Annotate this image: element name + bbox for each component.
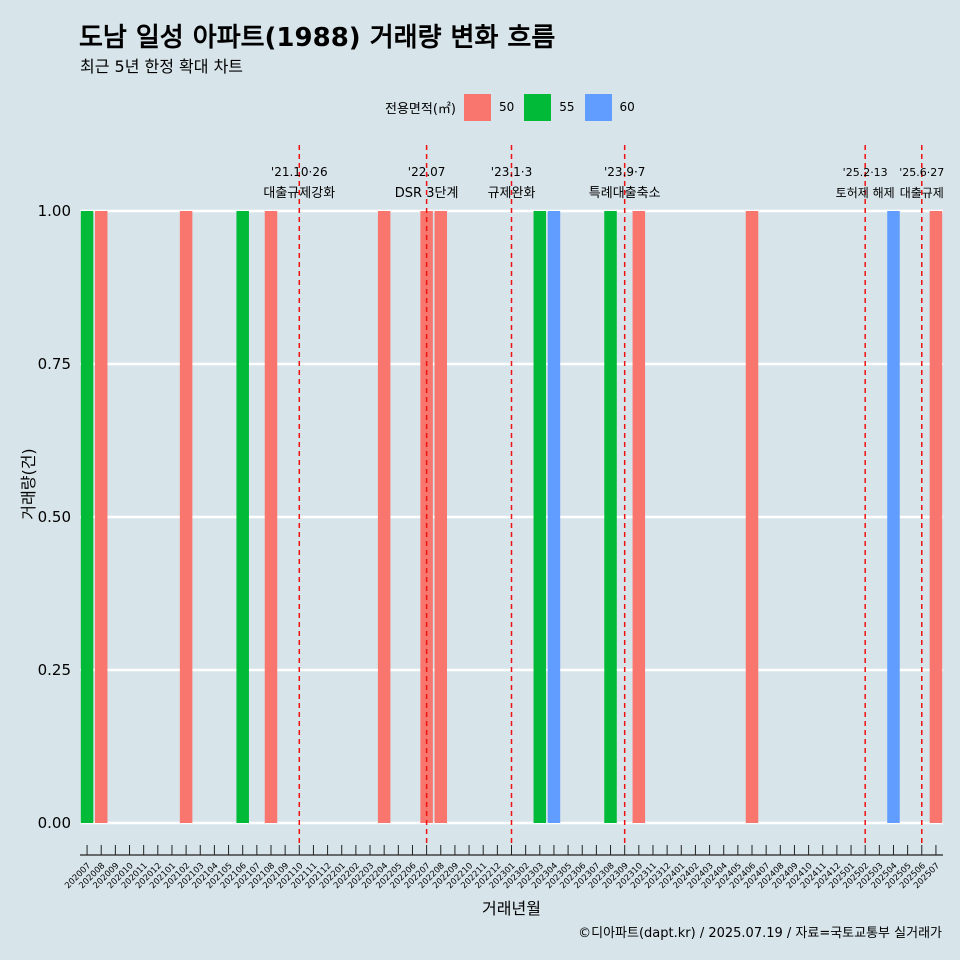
event-label: 토허제 해제 [836,186,895,200]
y-tick-label: 0.75 [38,355,71,373]
legend-label-55: 55 [559,100,575,114]
event-label: 대출규제강화 [263,186,335,201]
legend-swatch-55 [524,93,552,121]
event-label: 특례대출축소 [589,186,661,201]
x-axis-title: 거래년월 [482,899,541,918]
bar-60-202304 [547,211,561,823]
bar-50-202208 [434,211,448,823]
event-date-label: '25.6·27 [899,166,944,179]
bar-55-202303 [533,211,547,823]
y-tick-label: 1.00 [38,202,71,220]
source-caption: ©디아파트(dapt.kr) / 2025.07.19 / 자료=국토교통부 실… [578,926,942,941]
legend-item-55: 55 [524,93,576,121]
bar-55-202308 [604,211,617,823]
event-label: 규제완화 [488,186,536,201]
legend-swatch-60 [584,93,612,121]
bar-50-202310 [632,211,646,823]
legend-label-60: 60 [619,100,635,114]
event-date-label: '25.2·13 [843,166,888,179]
legend-title: 전용면적(㎡) [385,101,456,117]
bar-50-202507 [929,211,943,823]
bar-60-202504 [887,211,900,823]
event-date-label: '21.10·26 [271,165,328,179]
event-label: 대출규제 [900,186,944,200]
chart-subtitle: 최근 5년 한정 확대 차트 [80,57,244,76]
legend: 전용면적(㎡) 50 55 60 [385,93,645,121]
bar-50-202108 [264,211,278,823]
y-axis-title: 거래량(건) [19,448,38,519]
legend-item-60: 60 [584,93,637,121]
event-date-label: '23.1·3 [491,165,532,179]
event-label: DSR 3단계 [395,186,459,201]
legend-swatch-50 [463,93,491,121]
bar-50-202204 [377,211,391,823]
chart-title: 도남 일성 아파트(1988) 거래량 변화 흐름 [79,23,556,53]
bar-50-202102 [179,211,193,823]
legend-label-50: 50 [498,100,515,114]
bar-50-202406 [745,211,759,823]
y-tick-label: 0.50 [38,508,71,526]
legend-item-50: 50 [463,93,516,121]
bar-50-202008 [94,211,108,823]
y-tick-label: 0.25 [38,661,71,679]
event-date-label: '22.07 [408,165,446,179]
bar-55-202007 [80,211,94,823]
event-date-label: '23.9·7 [604,165,645,179]
y-tick-label: 0.00 [38,814,71,832]
bar-55-202106 [236,211,249,823]
